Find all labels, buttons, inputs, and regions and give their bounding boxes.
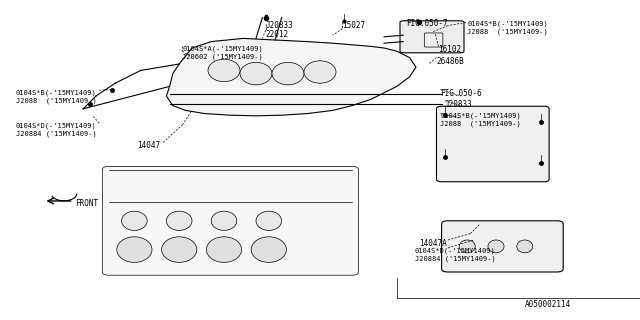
Text: J20833: J20833: [445, 100, 472, 109]
Ellipse shape: [211, 211, 237, 230]
Ellipse shape: [304, 61, 336, 83]
Ellipse shape: [252, 237, 287, 262]
Text: 0104S*D(-'15MY1409): 0104S*D(-'15MY1409): [415, 247, 495, 253]
Text: 0104S*B(-'15MY1409): 0104S*B(-'15MY1409): [16, 90, 97, 96]
Ellipse shape: [272, 62, 304, 85]
Text: J20602 ('15MY1409-): J20602 ('15MY1409-): [182, 53, 263, 60]
Text: FIG.050-6: FIG.050-6: [440, 89, 482, 98]
Ellipse shape: [206, 237, 242, 262]
Text: 0104S*B(-'15MY1409): 0104S*B(-'15MY1409): [467, 21, 548, 27]
Text: A050002114: A050002114: [525, 300, 571, 309]
Text: J2088  ('15MY1409-): J2088 ('15MY1409-): [467, 29, 548, 35]
Text: 26486B: 26486B: [436, 57, 464, 66]
Text: 14047: 14047: [138, 141, 161, 150]
Text: 0104S*B(-'15MY1409): 0104S*B(-'15MY1409): [440, 113, 521, 119]
Ellipse shape: [517, 240, 532, 253]
Text: 22012: 22012: [266, 30, 289, 39]
Text: 0104S*A(-'15MY1409): 0104S*A(-'15MY1409): [182, 45, 263, 52]
Text: J20884 ('15MY1409-): J20884 ('15MY1409-): [415, 255, 495, 261]
Text: FIG.050-7: FIG.050-7: [406, 19, 448, 28]
PathPatch shape: [166, 38, 416, 116]
Ellipse shape: [208, 59, 240, 82]
FancyBboxPatch shape: [424, 33, 443, 47]
FancyBboxPatch shape: [436, 106, 549, 182]
Ellipse shape: [256, 211, 282, 230]
Text: J20833: J20833: [266, 21, 293, 30]
Text: FRONT: FRONT: [76, 199, 99, 208]
Text: 15027: 15027: [342, 21, 365, 30]
Text: 16102: 16102: [438, 45, 461, 54]
Ellipse shape: [162, 237, 197, 262]
Text: 0104S*D(-'15MY1409): 0104S*D(-'15MY1409): [16, 122, 97, 129]
FancyBboxPatch shape: [102, 166, 358, 275]
FancyBboxPatch shape: [442, 221, 563, 272]
Ellipse shape: [460, 240, 476, 253]
Ellipse shape: [166, 211, 192, 230]
Text: J20884 ('15MY1409-): J20884 ('15MY1409-): [16, 130, 97, 137]
Text: J2088  ('15MY1409-): J2088 ('15MY1409-): [16, 98, 97, 104]
Ellipse shape: [122, 211, 147, 230]
Text: 14047A: 14047A: [419, 239, 447, 248]
Ellipse shape: [240, 62, 272, 85]
FancyBboxPatch shape: [400, 21, 464, 53]
Ellipse shape: [117, 237, 152, 262]
Text: J2088  ('15MY1409-): J2088 ('15MY1409-): [440, 121, 521, 127]
Ellipse shape: [488, 240, 504, 253]
